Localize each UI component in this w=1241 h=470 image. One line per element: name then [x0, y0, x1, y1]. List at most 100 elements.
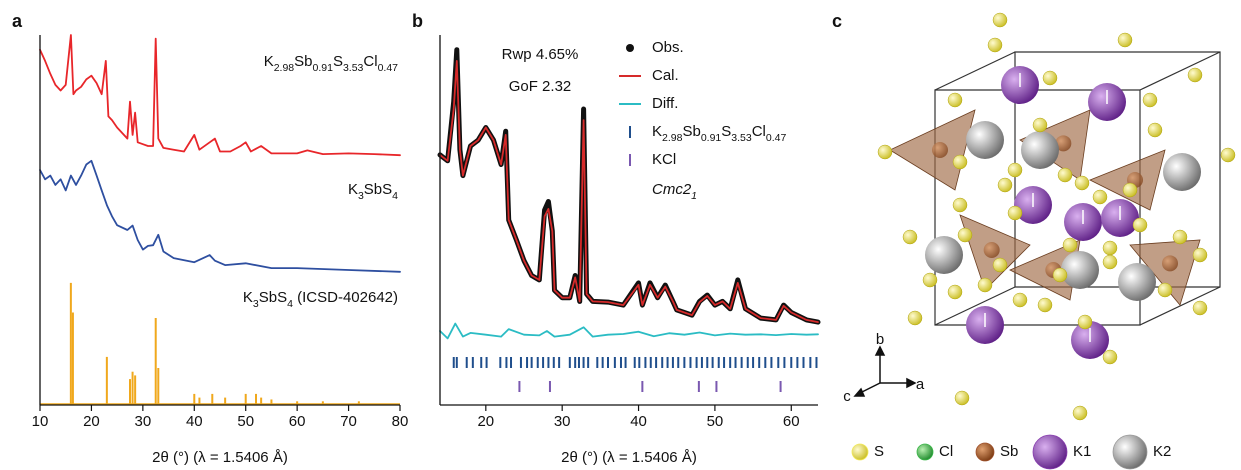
- formula-label: Cmc21: [652, 181, 697, 202]
- s-atom: [952, 154, 968, 170]
- s-atom: [952, 197, 968, 213]
- legend-label: S: [874, 443, 884, 460]
- axis-label: b: [876, 331, 884, 348]
- formula-label: K2.98Sb0.91S3.53Cl0.47: [652, 123, 786, 144]
- s-atom: [954, 390, 970, 406]
- panel-letter: c: [832, 11, 842, 31]
- formula-label: K2.98Sb0.91S3.53Cl0.47: [264, 53, 398, 74]
- label-text: S: [333, 53, 343, 70]
- label-text: Sb: [682, 123, 700, 140]
- legend-atom: [1032, 434, 1068, 470]
- cell-edge: [934, 51, 1016, 91]
- s-atom: [1192, 247, 1208, 263]
- x-axis-label: 2θ (°) (λ = 1.5406 Å): [561, 449, 697, 466]
- sb-atom: [1162, 255, 1178, 272]
- label-subscript: 4: [392, 190, 398, 202]
- s-atom: [947, 92, 963, 108]
- axes-indicator: [853, 345, 917, 397]
- label-text: SbS: [364, 181, 392, 198]
- s-atom: [1132, 217, 1148, 233]
- s-atom: [1102, 349, 1118, 365]
- s-atom: [1142, 92, 1158, 108]
- label-subscript: 2.98: [662, 132, 683, 144]
- sb-tetrahedron: [1129, 239, 1201, 306]
- sb-atom: [983, 242, 1000, 258]
- s-atom: [1057, 167, 1073, 183]
- x-tick-label: 80: [392, 413, 409, 430]
- axis-label: a: [916, 376, 925, 393]
- annotation: Rwp 4.65%: [502, 46, 579, 63]
- label-subscript: 3: [253, 298, 259, 310]
- legend-label: Sb: [1000, 443, 1018, 460]
- label-text: K: [264, 53, 274, 70]
- cell-edge: [1139, 51, 1221, 91]
- s-atom: [1192, 300, 1208, 316]
- crystal-structure: c b c a S Cl Sb K1 K2: [832, 11, 1236, 470]
- annotation: GoF 2.32: [509, 78, 572, 95]
- x-tick-label: 40: [630, 413, 647, 430]
- legend-label: Cl: [939, 443, 953, 460]
- label-subscript: 4: [287, 298, 293, 310]
- trace: [439, 322, 819, 340]
- legend-label: Cal.: [652, 67, 679, 84]
- s-atom: [1042, 70, 1058, 86]
- s-atom: [1187, 67, 1203, 83]
- s-atom: [1102, 254, 1118, 270]
- label-subscript: 0.47: [766, 132, 787, 144]
- label-text: K: [652, 123, 662, 140]
- label-subscript: 3: [358, 190, 364, 202]
- s-atom: [997, 177, 1013, 193]
- trace: [439, 60, 819, 323]
- k2-atom: [1061, 251, 1099, 289]
- cell-edge: [1139, 286, 1221, 326]
- s-atom: [957, 227, 973, 243]
- axis-arrow: [859, 382, 881, 394]
- x-tick-label: 50: [707, 413, 724, 430]
- x-tick-label: 70: [340, 413, 357, 430]
- s-atom: [1220, 147, 1236, 163]
- legend-atom: [851, 443, 869, 461]
- sb-atom: [1055, 135, 1072, 152]
- label-text: K: [243, 289, 253, 306]
- label-text: Sb: [294, 53, 312, 70]
- x-tick-label: 30: [554, 413, 571, 430]
- s-atom: [1062, 237, 1078, 253]
- label-subscript: 0.91: [313, 62, 334, 74]
- x-tick-label: 40: [186, 413, 203, 430]
- label-text: Cl: [363, 53, 377, 70]
- trace: [39, 159, 401, 273]
- label-text: Cmc2: [652, 181, 692, 198]
- label-subscript: 1: [691, 190, 697, 202]
- observed-trace: [437, 47, 821, 325]
- s-atom: [1012, 292, 1028, 308]
- s-atom: [1147, 122, 1163, 138]
- legend-label: Obs.: [652, 39, 684, 56]
- x-tick-label: 10: [32, 413, 49, 430]
- s-atom: [907, 310, 923, 326]
- legend-atom: [975, 442, 995, 462]
- label-subscript: 3.53: [343, 62, 364, 74]
- label-text: (ICSD-402642): [293, 289, 398, 306]
- x-tick-label: 60: [783, 413, 800, 430]
- formula-label: K3SbS4 (ICSD-402642): [243, 289, 398, 310]
- s-atom: [1072, 405, 1088, 421]
- panel-letter: b: [412, 11, 423, 31]
- k2-atom: [1021, 131, 1059, 169]
- x-tick-label: 20: [477, 413, 494, 430]
- arrow-head: [874, 345, 886, 356]
- label-subscript: 0.91: [701, 132, 722, 144]
- legend-label: K1: [1073, 443, 1091, 460]
- s-atom: [1032, 117, 1048, 133]
- formula-label: KCl: [652, 151, 676, 168]
- trace: [39, 34, 401, 157]
- s-atom: [1157, 282, 1173, 298]
- label-text: K: [348, 181, 358, 198]
- x-tick-label: 30: [135, 413, 152, 430]
- s-atom: [902, 229, 918, 245]
- s-atom: [1007, 162, 1023, 178]
- s-atom: [987, 37, 1003, 53]
- s-atom: [1052, 267, 1068, 283]
- panel-letter: a: [12, 11, 23, 31]
